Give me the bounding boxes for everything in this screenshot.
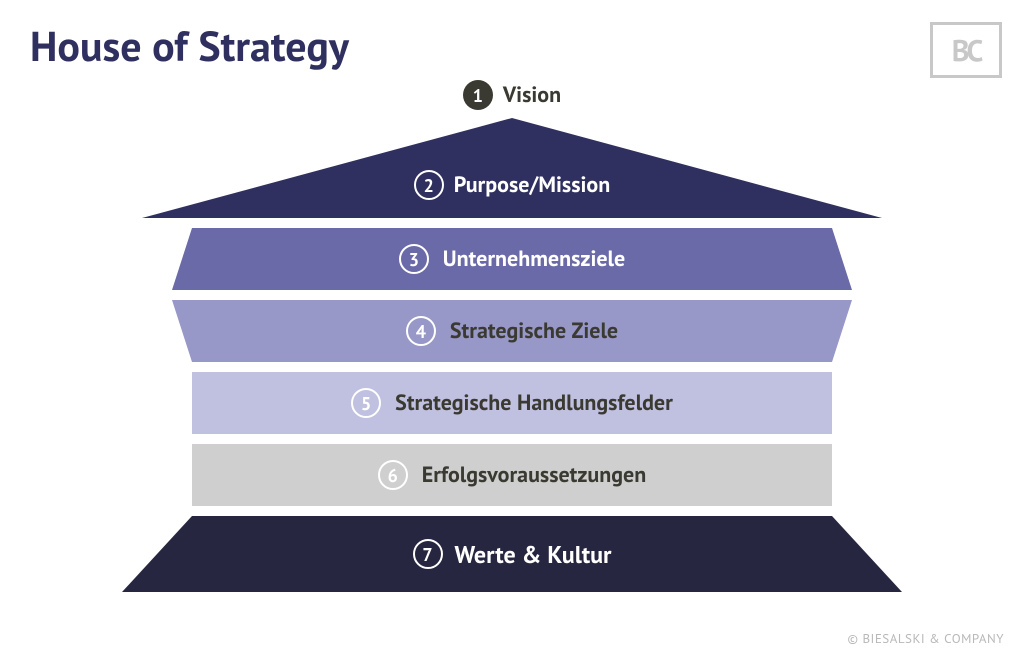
level-1: 1 Vision xyxy=(122,80,902,110)
house-body: 3 Unternehmensziele 4 Strategische Ziele… xyxy=(192,228,832,506)
level-3-label: Unternehmensziele xyxy=(443,245,625,273)
level-1-badge: 1 xyxy=(463,80,493,110)
level-2: 2 Purpose/Mission xyxy=(122,170,902,200)
level-3-badge: 3 xyxy=(399,244,429,274)
level-2-label: Purpose/Mission xyxy=(454,171,610,199)
level-6-badge: 6 xyxy=(378,460,408,490)
level-4-badge: 4 xyxy=(406,316,436,346)
level-3: 3 Unternehmensziele xyxy=(192,228,832,290)
level-6: 6 Erfolgsvoraussetzungen xyxy=(192,444,832,506)
house-diagram: 1 Vision 2 Purpose/Mission 3 Unternehmen… xyxy=(122,80,902,592)
level-7-label: Werte & Kultur xyxy=(455,539,612,570)
page-title: House of Strategy xyxy=(30,18,349,73)
level-1-label: Vision xyxy=(503,81,561,109)
level-4-label: Strategische Ziele xyxy=(450,317,618,345)
roof-triangle xyxy=(142,118,882,218)
level-2-badge: 2 xyxy=(414,170,444,200)
level-4: 4 Strategische Ziele xyxy=(192,300,832,362)
level-7-badge: 7 xyxy=(413,539,443,569)
level-5-badge: 5 xyxy=(351,388,381,418)
level-6-label: Erfolgsvoraussetzungen xyxy=(422,461,646,489)
roof: 2 Purpose/Mission xyxy=(122,118,902,218)
credit-text: © BIESALSKI & COMPANY xyxy=(848,630,1004,647)
level-7: 7 Werte & Kultur xyxy=(122,516,902,592)
level-5: 5 Strategische Handlungsfelder xyxy=(192,372,832,434)
company-logo: BC xyxy=(930,22,1002,78)
level-5-label: Strategische Handlungsfelder xyxy=(395,389,673,417)
